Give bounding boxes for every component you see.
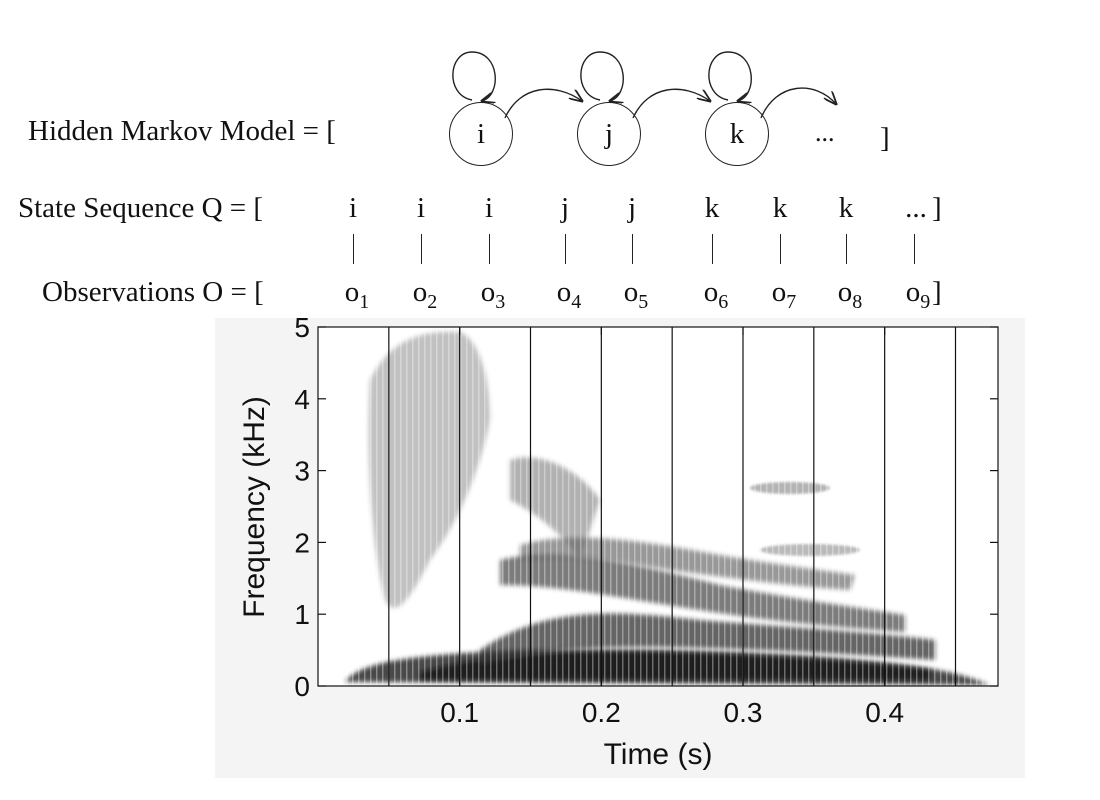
observations-close-bracket: ] xyxy=(932,276,942,308)
observation-index: 2 xyxy=(427,291,438,313)
sequence-connector xyxy=(421,234,422,264)
y-axis: 0 1 2 3 4 5 xyxy=(294,312,998,702)
y-tick-label: 0 xyxy=(294,671,310,702)
state-sequence-item: j xyxy=(627,192,637,224)
state-sequence-label: State Sequence Q = [ xyxy=(18,192,264,224)
x-axis: 0.1 0.2 0.3 0.4 xyxy=(440,327,904,728)
hmm-close-bracket: ] xyxy=(880,122,890,154)
hmm-diagram xyxy=(452,51,1100,119)
observation-index: 5 xyxy=(638,291,649,313)
x-tick-label: 0.2 xyxy=(582,697,621,728)
y-tick-label: 3 xyxy=(294,456,310,487)
observations-label: Observations O = [ xyxy=(42,276,264,308)
state-sequence-close-bracket: ] xyxy=(932,192,942,224)
observation-symbol: o xyxy=(771,276,787,308)
state-sequence-item: i xyxy=(416,192,426,224)
observation-index: 6 xyxy=(718,291,729,313)
observation-symbol: o xyxy=(344,276,360,308)
self-loop-i xyxy=(452,51,496,101)
hmm-label: Hidden Markov Model = [ xyxy=(28,115,336,147)
sequence-connector xyxy=(846,234,847,264)
y-tick-label: 5 xyxy=(294,312,310,343)
observation-symbol: o xyxy=(623,276,639,308)
spectrogram-energy xyxy=(318,327,998,686)
observation-index: 8 xyxy=(852,291,863,313)
harmonic-stripes xyxy=(318,327,998,686)
state-sequence-item: i xyxy=(484,192,494,224)
sequence-connector xyxy=(632,234,633,264)
state-sequence-item: ... xyxy=(905,192,927,224)
x-tick-label: 0.3 xyxy=(724,697,763,728)
transition-i-j xyxy=(504,88,582,119)
frame-boundaries xyxy=(388,327,957,686)
observation-index: 4 xyxy=(571,291,582,313)
state-sequence-item: k xyxy=(704,192,720,224)
state-sequence-item: i xyxy=(348,192,358,224)
observation-symbol: o xyxy=(905,276,921,308)
observation-item: o4 xyxy=(549,276,589,314)
observation-symbol: o xyxy=(837,276,853,308)
observation-item: o8 xyxy=(830,276,870,314)
state-sequence-item: k xyxy=(772,192,788,224)
y-tick-label: 2 xyxy=(294,527,310,558)
sequence-connector xyxy=(565,234,566,264)
self-loop-j xyxy=(580,51,624,101)
state-sequence-item: j xyxy=(560,192,570,224)
x-tick-label: 0.1 xyxy=(440,697,479,728)
y-tick-label: 1 xyxy=(294,599,310,630)
hmm-ellipsis: ... xyxy=(815,118,835,147)
observation-item: o3 xyxy=(473,276,513,314)
observation-item: o5 xyxy=(616,276,656,314)
sequence-connector xyxy=(914,234,915,264)
sequence-connector xyxy=(353,234,354,264)
observation-index: 1 xyxy=(359,291,370,313)
hmm-state-k: k xyxy=(705,102,769,166)
observation-item: o1 xyxy=(337,276,377,314)
x-axis-label: Time (s) xyxy=(604,738,713,771)
observation-item: o6 xyxy=(696,276,736,314)
observation-symbol: o xyxy=(480,276,496,308)
state-sequence-item: k xyxy=(838,192,854,224)
observation-index: 3 xyxy=(495,291,506,313)
observation-item: o9 xyxy=(898,276,938,314)
observation-index: 7 xyxy=(786,291,797,313)
sequence-connector xyxy=(780,234,781,264)
self-loop-k xyxy=(708,51,752,101)
observation-index: 9 xyxy=(920,291,931,313)
x-tick-label: 0.4 xyxy=(865,697,904,728)
transition-k-next xyxy=(760,87,836,119)
observation-symbol: o xyxy=(412,276,428,308)
observation-item: o7 xyxy=(764,276,804,314)
observation-item: o2 xyxy=(405,276,445,314)
y-axis-label: Frequency (kHz) xyxy=(238,396,271,618)
sequence-connector xyxy=(489,234,490,264)
observation-symbol: o xyxy=(556,276,572,308)
hmm-state-j: j xyxy=(577,102,641,166)
transition-j-k xyxy=(632,88,710,119)
y-tick-label: 4 xyxy=(294,384,310,415)
observation-symbol: o xyxy=(703,276,719,308)
sequence-connector xyxy=(712,234,713,264)
hmm-state-i: i xyxy=(449,102,513,166)
plot-frame xyxy=(317,326,999,687)
